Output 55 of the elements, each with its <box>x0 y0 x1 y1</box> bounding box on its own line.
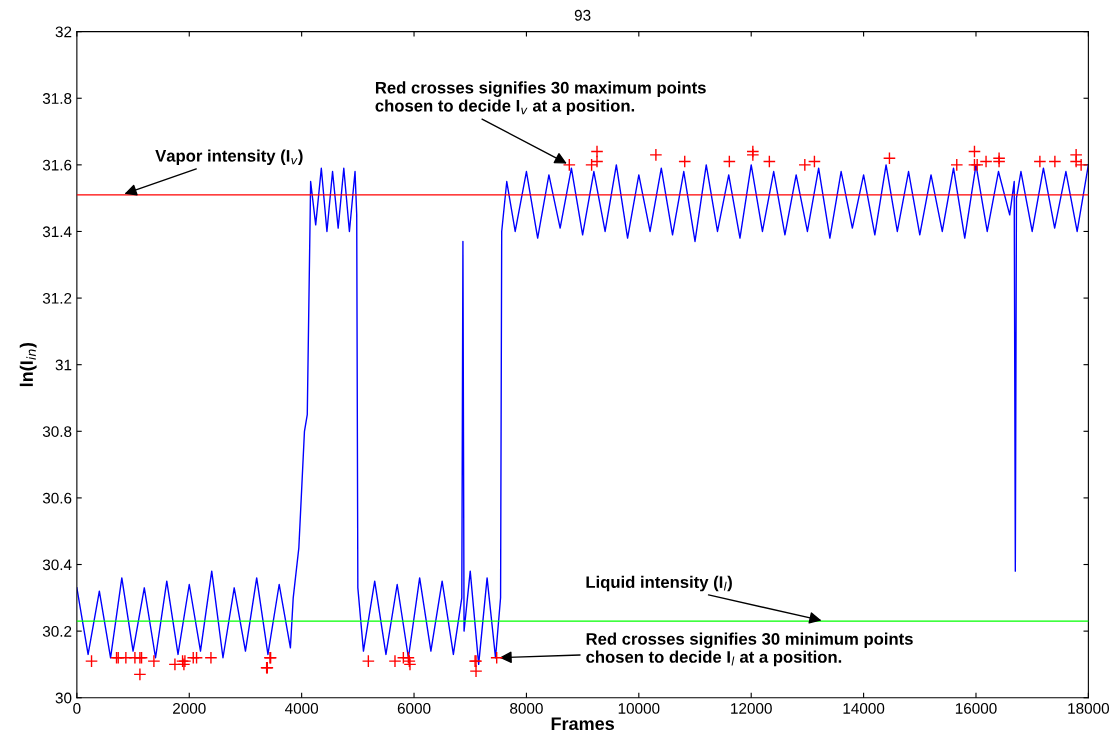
annotation: Red crosses signifies 30 minimum points chosen to decide I$_{l}$ at a position. <box>586 632 913 667</box>
x-axis-title: Frames <box>551 717 614 731</box>
x-tick-label: 12000 <box>731 702 772 714</box>
point <box>361 654 375 668</box>
point <box>678 155 692 169</box>
annotation: Vapor intensity (I$_{v}$) <box>155 149 303 166</box>
y-tick-label: 30.8 <box>42 426 72 437</box>
point <box>1074 158 1088 172</box>
point <box>798 158 812 172</box>
point <box>722 155 736 169</box>
point <box>950 158 964 172</box>
point <box>133 667 147 681</box>
y-tick-label: 30.4 <box>42 559 72 571</box>
point <box>147 654 161 668</box>
point <box>967 145 981 159</box>
y-tick-label: 32 <box>55 26 72 38</box>
point <box>762 155 776 169</box>
point <box>562 158 576 172</box>
chart-title: 93 <box>574 9 591 21</box>
x-tick-label: 0 <box>73 702 81 714</box>
point <box>882 151 896 165</box>
point <box>1033 155 1047 169</box>
point <box>190 651 204 665</box>
line-series <box>76 164 1089 666</box>
y-tick-label: 31 <box>55 359 72 371</box>
x-tick-label: 10000 <box>618 702 660 714</box>
point <box>490 651 504 665</box>
y-tick-label: 31.8 <box>42 93 72 104</box>
y-axis-title: ln(I$_{in}$) <box>19 342 37 387</box>
point <box>649 148 663 162</box>
point <box>979 155 993 169</box>
x-tick-label: 18000 <box>1068 702 1110 714</box>
x-tick-label: 14000 <box>843 702 885 714</box>
point <box>1048 155 1062 169</box>
point <box>388 654 402 668</box>
x-tick-label: 4000 <box>285 702 319 714</box>
y-tick-label: 31.6 <box>42 159 72 171</box>
point <box>590 145 604 159</box>
y-tick-label: 31.4 <box>42 226 72 238</box>
point <box>469 664 483 678</box>
x-tick-label: 8000 <box>510 702 543 714</box>
x-tick-label: 16000 <box>955 702 997 714</box>
point <box>992 155 1006 169</box>
annotation: Red crosses signifies 30 maximum points chosen to decide I$_{v}$ at a position. <box>375 81 706 115</box>
x-tick-label: 6000 <box>397 702 431 714</box>
y-tick-label: 30.6 <box>42 492 72 504</box>
annotation: Liquid intensity (I$_{l}$) <box>586 575 732 592</box>
x-tick-label: 2000 <box>173 702 206 714</box>
point <box>204 651 218 665</box>
point <box>85 654 99 668</box>
y-tick-label: 30.2 <box>42 625 72 637</box>
y-tick-label: 31.2 <box>42 292 72 304</box>
y-tick-label: 30 <box>55 692 72 704</box>
point <box>1069 155 1083 169</box>
point <box>807 155 821 169</box>
